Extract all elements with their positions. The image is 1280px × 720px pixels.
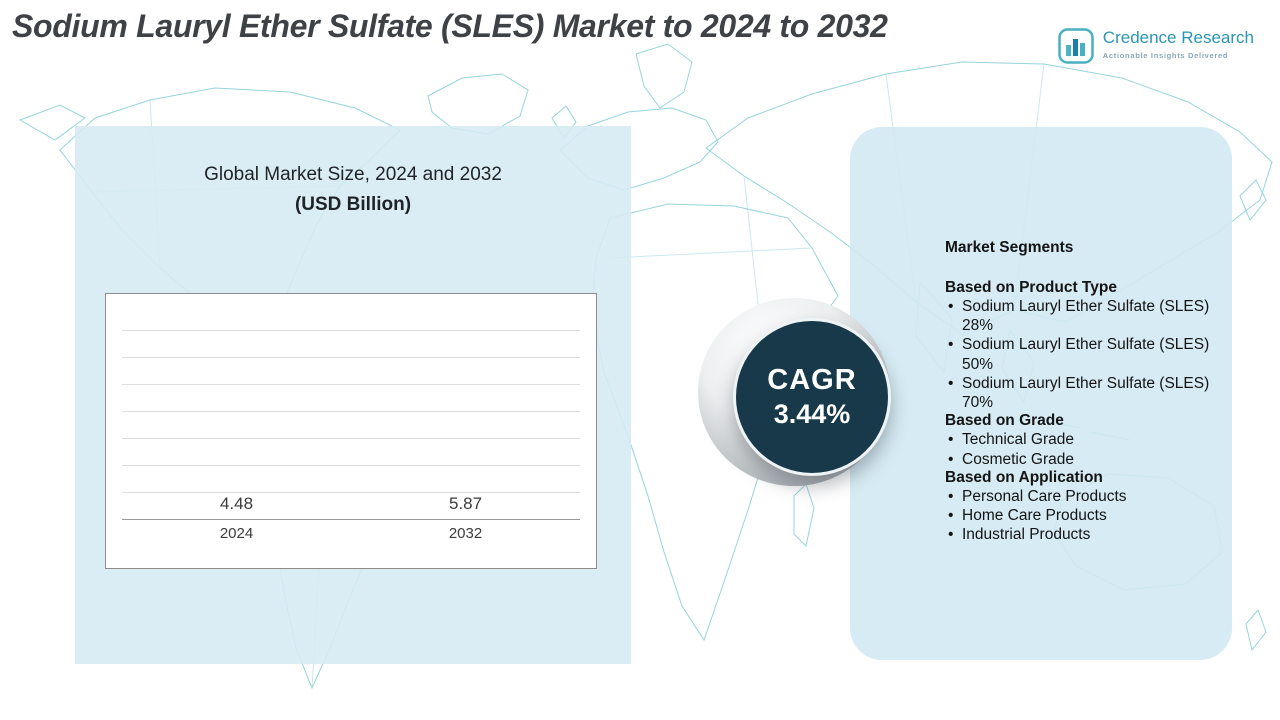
segment-item-list: Sodium Lauryl Ether Sulfate (SLES) 28%So…: [945, 297, 1218, 412]
bar-chart: 4.48 5.87 2024 2032: [105, 293, 597, 569]
bar-chart-logo-icon: [1058, 28, 1094, 64]
bar-chart-category-row: 2024 2032: [122, 525, 580, 542]
page-title: Sodium Lauryl Ether Sulfate (SLES) Marke…: [12, 8, 888, 44]
bar-column-2024: 4.48: [172, 494, 302, 519]
bar-value-label: 5.87: [448, 494, 483, 513]
segment-item: Cosmetic Grade: [945, 450, 1218, 469]
segment-groups: Based on Product TypeSodium Lauryl Ether…: [945, 279, 1218, 545]
segments-title: Market Segments: [945, 239, 1074, 256]
logo-name: Credence Research: [1102, 28, 1254, 47]
chart-subtitle: (USD Billion): [294, 194, 412, 216]
bar-chart-plot: 4.48 5.87: [122, 308, 580, 520]
segment-item: Sodium Lauryl Ether Sulfate (SLES) 50%: [945, 335, 1218, 373]
chart-title-line: Global Market Size, 2024 and 2032: [204, 164, 502, 185]
segment-item: Industrial Products: [945, 525, 1218, 544]
bar-category-label: 2024: [219, 525, 254, 542]
segment-item: Home Care Products: [945, 506, 1218, 525]
cagr-value: 3.44%: [773, 399, 851, 429]
segment-item: Personal Care Products: [945, 487, 1218, 506]
segment-item-list: Technical GradeCosmetic Grade: [945, 430, 1218, 469]
cagr-label: CAGR: [767, 364, 857, 396]
segment-group-heading: Based on Application: [945, 468, 1103, 486]
segment-item: Sodium Lauryl Ether Sulfate (SLES) 70%: [945, 374, 1218, 412]
segment-group-heading: Based on Grade: [945, 412, 1064, 430]
bar-category-label: 2032: [448, 525, 483, 542]
segment-item-list: Personal Care ProductsHome Care Products…: [945, 487, 1218, 545]
chart-title: Global Market Size, 2024 and 2032 (USD B…: [75, 160, 631, 221]
market-size-panel: Global Market Size, 2024 and 2032 (USD B…: [75, 126, 631, 664]
segment-group-heading: Based on Product Type: [945, 279, 1117, 296]
bar-value-label: 4.48: [219, 494, 254, 513]
bar-column-2032: 5.87: [401, 494, 531, 519]
cagr-badge: CAGR 3.44%: [733, 318, 891, 476]
segment-item: Technical Grade: [945, 430, 1218, 449]
credence-research-logo: Credence Research Actionable Insights De…: [1058, 28, 1254, 64]
logo-tagline: Actionable Insights Delivered: [1102, 51, 1229, 60]
market-segments-panel: Market Segments Based on Product TypeSod…: [850, 127, 1232, 660]
segment-item: Sodium Lauryl Ether Sulfate (SLES) 28%: [945, 297, 1218, 335]
